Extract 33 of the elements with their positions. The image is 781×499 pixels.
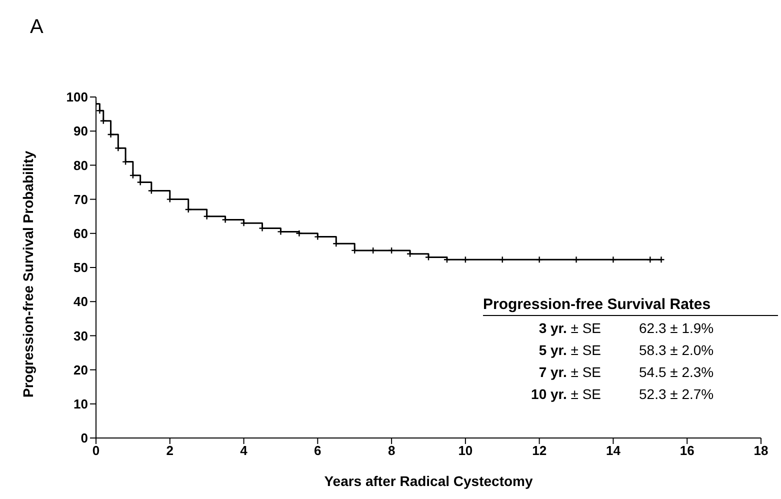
- annotation: 58.3 ± 2.0%: [639, 342, 714, 360]
- y-tick-label: 80: [74, 158, 88, 173]
- x-tick-label: 18: [754, 443, 768, 458]
- y-axis-title: Progression-free Survival Probability: [20, 150, 36, 398]
- y-tick-label: 40: [74, 294, 88, 310]
- annotation: 3 yr. ± SE: [538, 320, 601, 336]
- x-tick-label: 14: [606, 443, 622, 458]
- y-tick-label: 90: [74, 124, 88, 139]
- annotation: 62.3 ± 1.9%: [639, 320, 714, 338]
- x-tick-label: 10: [458, 443, 473, 458]
- x-tick-label: 0: [92, 443, 100, 458]
- y-tick-label: 70: [74, 192, 88, 207]
- annotation: 10 yr. ± SE: [531, 386, 601, 402]
- x-tick-label: 4: [240, 443, 248, 458]
- y-tick-label: 50: [74, 260, 88, 276]
- x-tick-label: 8: [388, 443, 396, 458]
- x-tick-label: 2: [166, 443, 174, 458]
- x-tick-label: 12: [532, 443, 547, 458]
- text: A: [30, 16, 44, 39]
- annotation: 54.5 ± 2.3%: [639, 364, 714, 382]
- annotation: 52.3 ± 2.7%: [639, 386, 714, 404]
- y-tick-label: 20: [74, 362, 88, 378]
- y-tick-label: 100: [66, 90, 88, 105]
- annotation: 5 yr. ± SE: [538, 342, 601, 358]
- x-tick-label: 6: [314, 443, 322, 458]
- y-tick-label: 10: [74, 396, 88, 412]
- annotation: Progression-free Survival Rates: [483, 296, 778, 316]
- y-tick-label: 0: [80, 430, 88, 446]
- y-tick-label: 60: [74, 226, 88, 242]
- x-axis-title: Years after Radical Cystectomy: [324, 473, 533, 489]
- annotation: 7 yr. ± SE: [538, 364, 601, 380]
- x-tick-label: 16: [680, 443, 694, 458]
- y-tick-label: 30: [74, 328, 88, 344]
